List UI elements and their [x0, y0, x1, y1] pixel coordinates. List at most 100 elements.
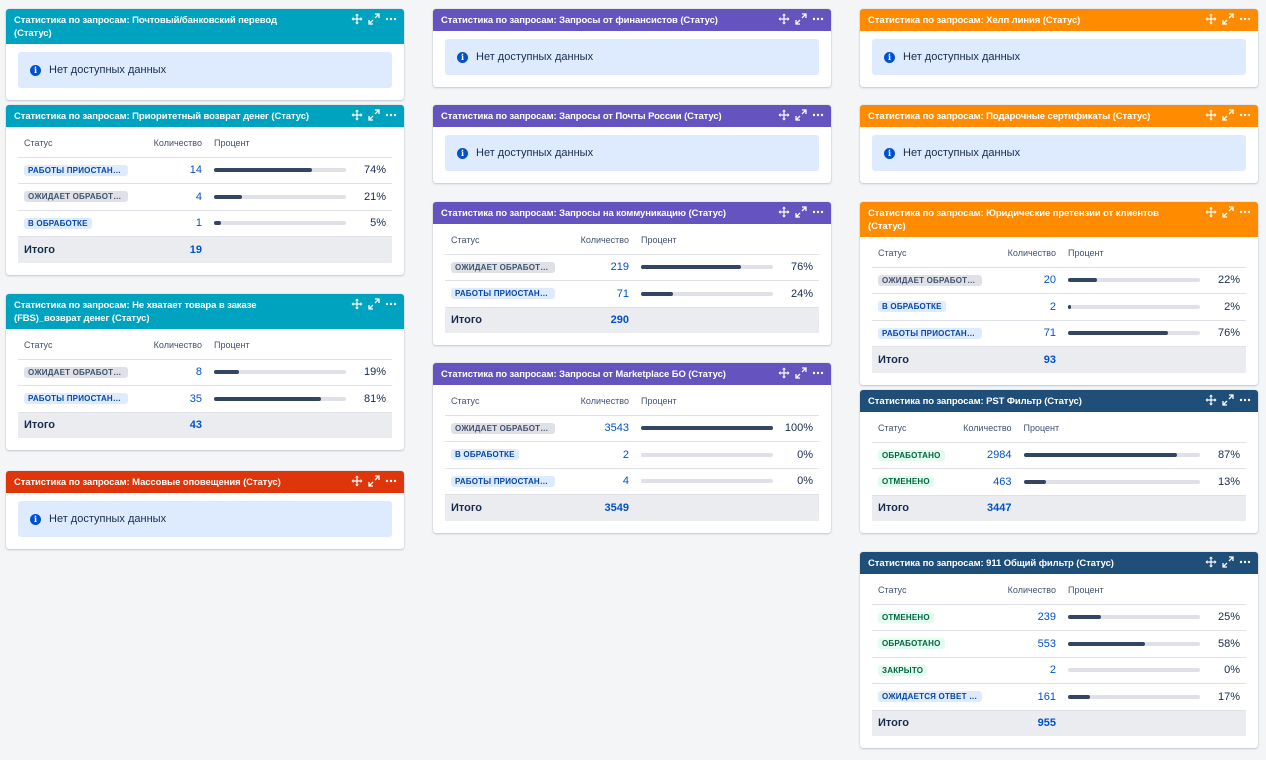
status-lozenge[interactable]: РАБОТЫ ПРИОСТАНО... [24, 393, 128, 405]
more-icon[interactable] [811, 12, 825, 26]
expand-icon[interactable] [794, 205, 808, 219]
status-lozenge[interactable]: В ОБРАБОТКЕ [878, 301, 946, 313]
column-status[interactable]: Статус [872, 582, 988, 605]
gadget-header[interactable]: Статистика по запросам: Запросы от финан… [433, 9, 831, 31]
move-icon[interactable] [1204, 205, 1218, 219]
more-icon[interactable] [1238, 555, 1252, 569]
expand-icon[interactable] [1221, 205, 1235, 219]
column-count[interactable]: Количество [134, 337, 208, 360]
column-percent[interactable]: Процент [208, 337, 352, 360]
column-status[interactable]: Статус [872, 420, 951, 443]
gadget-header[interactable]: Статистика по запросам: PST Фильтр (Стат… [860, 390, 1258, 412]
more-icon[interactable] [811, 108, 825, 122]
column-count[interactable]: Количество [134, 135, 208, 158]
count-link[interactable]: 71 [988, 320, 1062, 347]
status-lozenge[interactable]: ОЖИДАЕТ ОБРАБОТКИ [878, 274, 982, 286]
expand-icon[interactable] [794, 366, 808, 380]
more-icon[interactable] [811, 366, 825, 380]
column-count[interactable]: Количество [988, 582, 1062, 605]
column-percent[interactable]: Процент [1062, 582, 1206, 605]
column-status[interactable]: Статус [445, 232, 561, 255]
column-percent[interactable]: Процент [208, 135, 352, 158]
count-link[interactable]: 1 [134, 210, 208, 237]
total-count[interactable]: 955 [988, 710, 1062, 736]
more-icon[interactable] [384, 297, 398, 311]
column-percent[interactable]: Процент [1062, 245, 1206, 268]
total-count[interactable]: 43 [134, 412, 208, 438]
column-count[interactable]: Количество [950, 420, 1018, 443]
count-link[interactable]: 2984 [950, 442, 1018, 469]
move-icon[interactable] [350, 12, 364, 26]
gadget-header[interactable]: Статистика по запросам: Почтовый/банковс… [6, 9, 404, 44]
count-link[interactable]: 4 [134, 183, 208, 211]
expand-icon[interactable] [367, 474, 381, 488]
more-icon[interactable] [384, 12, 398, 26]
gadget-header[interactable]: Статистика по запросам: Запросы на комму… [433, 202, 831, 224]
move-icon[interactable] [1204, 393, 1218, 407]
move-icon[interactable] [350, 297, 364, 311]
status-lozenge[interactable]: ОЖИДАЕТСЯ ОТВЕТ П... [878, 691, 982, 703]
gadget-header[interactable]: Статистика по запросам: Юридические прет… [860, 202, 1258, 237]
more-icon[interactable] [384, 474, 398, 488]
count-link[interactable]: 4 [561, 468, 635, 495]
column-status[interactable]: Статус [18, 135, 134, 158]
column-status[interactable]: Статус [18, 337, 134, 360]
count-link[interactable]: 161 [988, 683, 1062, 711]
gadget-header[interactable]: Статистика по запросам: Подарочные серти… [860, 105, 1258, 127]
total-count[interactable]: 19 [134, 236, 208, 263]
move-icon[interactable] [1204, 108, 1218, 122]
status-lozenge[interactable]: РАБОТЫ ПРИОСТАНО... [878, 327, 982, 339]
count-link[interactable]: 2 [988, 293, 1062, 321]
column-percent[interactable]: Процент [635, 232, 779, 255]
total-count[interactable]: 290 [561, 307, 635, 333]
gadget-header[interactable]: Статистика по запросам: Не хватает товар… [6, 294, 404, 329]
move-icon[interactable] [777, 205, 791, 219]
status-lozenge[interactable]: ОЖИДАЕТ ОБРАБОТКИ [451, 422, 555, 434]
count-link[interactable]: 239 [988, 604, 1062, 631]
total-count[interactable]: 93 [988, 346, 1062, 373]
more-icon[interactable] [1238, 108, 1252, 122]
column-percent[interactable]: Процент [1017, 420, 1206, 443]
expand-icon[interactable] [367, 108, 381, 122]
column-percent[interactable]: Процент [635, 393, 779, 416]
more-icon[interactable] [384, 108, 398, 122]
expand-icon[interactable] [1221, 393, 1235, 407]
expand-icon[interactable] [1221, 108, 1235, 122]
more-icon[interactable] [1238, 12, 1252, 26]
status-lozenge[interactable]: ОЖИДАЕТ ОБРАБОТКИ [451, 261, 555, 273]
count-link[interactable]: 20 [988, 267, 1062, 294]
status-lozenge[interactable]: ЗАКРЫТО [878, 664, 928, 676]
move-icon[interactable] [777, 108, 791, 122]
expand-icon[interactable] [1221, 12, 1235, 26]
status-lozenge[interactable]: В ОБРАБОТКЕ [24, 217, 92, 229]
status-lozenge[interactable]: РАБОТЫ ПРИОСТАНО... [451, 288, 555, 300]
status-lozenge[interactable]: ОЖИДАЕТ ОБРАБОТКИ [24, 366, 128, 378]
expand-icon[interactable] [794, 108, 808, 122]
gadget-header[interactable]: Статистика по запросам: Запросы от Почты… [433, 105, 831, 127]
count-link[interactable]: 463 [950, 468, 1018, 496]
gadget-header[interactable]: Статистика по запросам: Запросы от Marke… [433, 363, 831, 385]
count-link[interactable]: 553 [988, 630, 1062, 658]
column-count[interactable]: Количество [561, 393, 635, 416]
expand-icon[interactable] [1221, 555, 1235, 569]
count-link[interactable]: 14 [134, 157, 208, 184]
more-icon[interactable] [811, 205, 825, 219]
move-icon[interactable] [777, 12, 791, 26]
column-count[interactable]: Количество [988, 245, 1062, 268]
status-lozenge[interactable]: ОБРАБОТАНО [878, 638, 945, 650]
status-lozenge[interactable]: РАБОТЫ ПРИОСТАНО... [451, 475, 555, 487]
gadget-header[interactable]: Статистика по запросам: Приоритетный воз… [6, 105, 404, 127]
more-icon[interactable] [1238, 205, 1252, 219]
count-link[interactable]: 71 [561, 280, 635, 308]
gadget-header[interactable]: Статистика по запросам: 911 Общий фильтр… [860, 552, 1258, 574]
status-lozenge[interactable]: ОТМЕНЕНО [878, 476, 934, 488]
count-link[interactable]: 219 [561, 254, 635, 281]
status-lozenge[interactable]: ОТМЕНЕНО [878, 611, 934, 623]
move-icon[interactable] [350, 108, 364, 122]
status-lozenge[interactable]: РАБОТЫ ПРИОСТАНО... [24, 164, 128, 176]
count-link[interactable]: 2 [988, 657, 1062, 684]
expand-icon[interactable] [367, 297, 381, 311]
move-icon[interactable] [350, 474, 364, 488]
more-icon[interactable] [1238, 393, 1252, 407]
column-status[interactable]: Статус [872, 245, 988, 268]
